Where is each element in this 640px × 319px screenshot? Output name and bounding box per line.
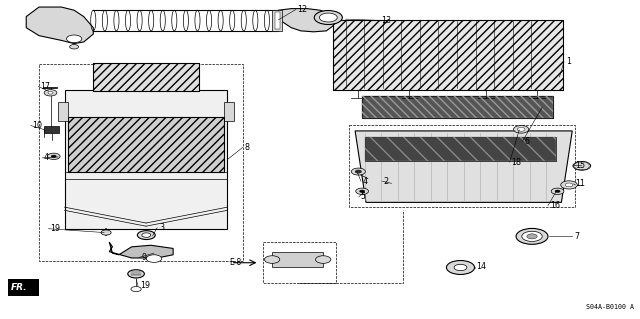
Circle shape [48, 92, 53, 94]
Circle shape [319, 13, 337, 22]
Bar [68, 117, 224, 172]
Circle shape [51, 155, 56, 158]
Text: 9: 9 [141, 253, 147, 262]
Text: 18: 18 [511, 158, 522, 167]
Polygon shape [109, 242, 173, 258]
Circle shape [516, 228, 548, 244]
Text: 14: 14 [476, 262, 486, 271]
Circle shape [360, 190, 365, 193]
Text: 5: 5 [361, 192, 366, 201]
Polygon shape [8, 278, 39, 296]
Circle shape [573, 161, 591, 170]
Bar [362, 96, 553, 118]
Bar [362, 96, 553, 118]
Circle shape [47, 153, 60, 160]
Bar [58, 102, 68, 122]
Circle shape [561, 181, 577, 189]
Text: FR.: FR. [11, 283, 28, 292]
Text: 13: 13 [381, 16, 391, 25]
Circle shape [147, 255, 162, 263]
Circle shape [513, 125, 529, 133]
Circle shape [565, 183, 573, 187]
Polygon shape [355, 131, 572, 202]
Bar [349, 124, 575, 207]
Text: E-8: E-8 [229, 258, 241, 267]
Bar [65, 90, 227, 229]
Bar [224, 102, 234, 122]
Bar [93, 63, 198, 91]
Text: 4: 4 [44, 153, 49, 162]
Circle shape [447, 261, 474, 274]
Text: 8: 8 [244, 143, 250, 152]
Circle shape [551, 188, 564, 195]
Circle shape [522, 231, 542, 241]
Circle shape [142, 233, 151, 237]
Bar [365, 137, 556, 161]
Circle shape [67, 35, 82, 43]
Bar [262, 242, 336, 283]
Text: 4: 4 [363, 177, 368, 186]
Circle shape [128, 270, 145, 278]
Text: 19: 19 [140, 281, 150, 290]
Text: 2: 2 [384, 177, 389, 186]
Text: 6: 6 [524, 137, 529, 146]
Bar [333, 20, 563, 90]
Polygon shape [26, 7, 93, 44]
Circle shape [316, 256, 331, 263]
Circle shape [138, 231, 156, 240]
Bar [272, 252, 323, 268]
Text: 7: 7 [574, 232, 579, 241]
Text: 12: 12 [298, 5, 308, 14]
Circle shape [131, 286, 141, 292]
Circle shape [454, 264, 467, 271]
Bar [333, 20, 563, 90]
Bar [272, 10, 282, 31]
Circle shape [44, 90, 57, 96]
Circle shape [527, 234, 537, 239]
Bar [365, 137, 556, 161]
Text: 19: 19 [51, 224, 61, 233]
Bar [39, 64, 243, 261]
Bar [68, 117, 224, 172]
Bar [275, 12, 280, 29]
Bar [44, 126, 60, 133]
Circle shape [314, 11, 342, 25]
Text: 10: 10 [33, 121, 43, 130]
Circle shape [351, 168, 365, 175]
Text: 17: 17 [40, 82, 51, 91]
Circle shape [517, 127, 525, 131]
Circle shape [356, 188, 369, 195]
Text: 11: 11 [575, 180, 586, 189]
Circle shape [70, 45, 79, 49]
Circle shape [264, 256, 280, 263]
Text: 15: 15 [575, 161, 586, 170]
Bar [93, 63, 198, 91]
Circle shape [101, 230, 111, 235]
Text: 1: 1 [566, 57, 571, 66]
Circle shape [355, 170, 362, 173]
Circle shape [555, 190, 560, 193]
Text: 3: 3 [159, 223, 164, 232]
Text: S04A-B0100 A: S04A-B0100 A [586, 304, 634, 310]
Text: 16: 16 [550, 201, 560, 210]
Polygon shape [278, 9, 336, 32]
